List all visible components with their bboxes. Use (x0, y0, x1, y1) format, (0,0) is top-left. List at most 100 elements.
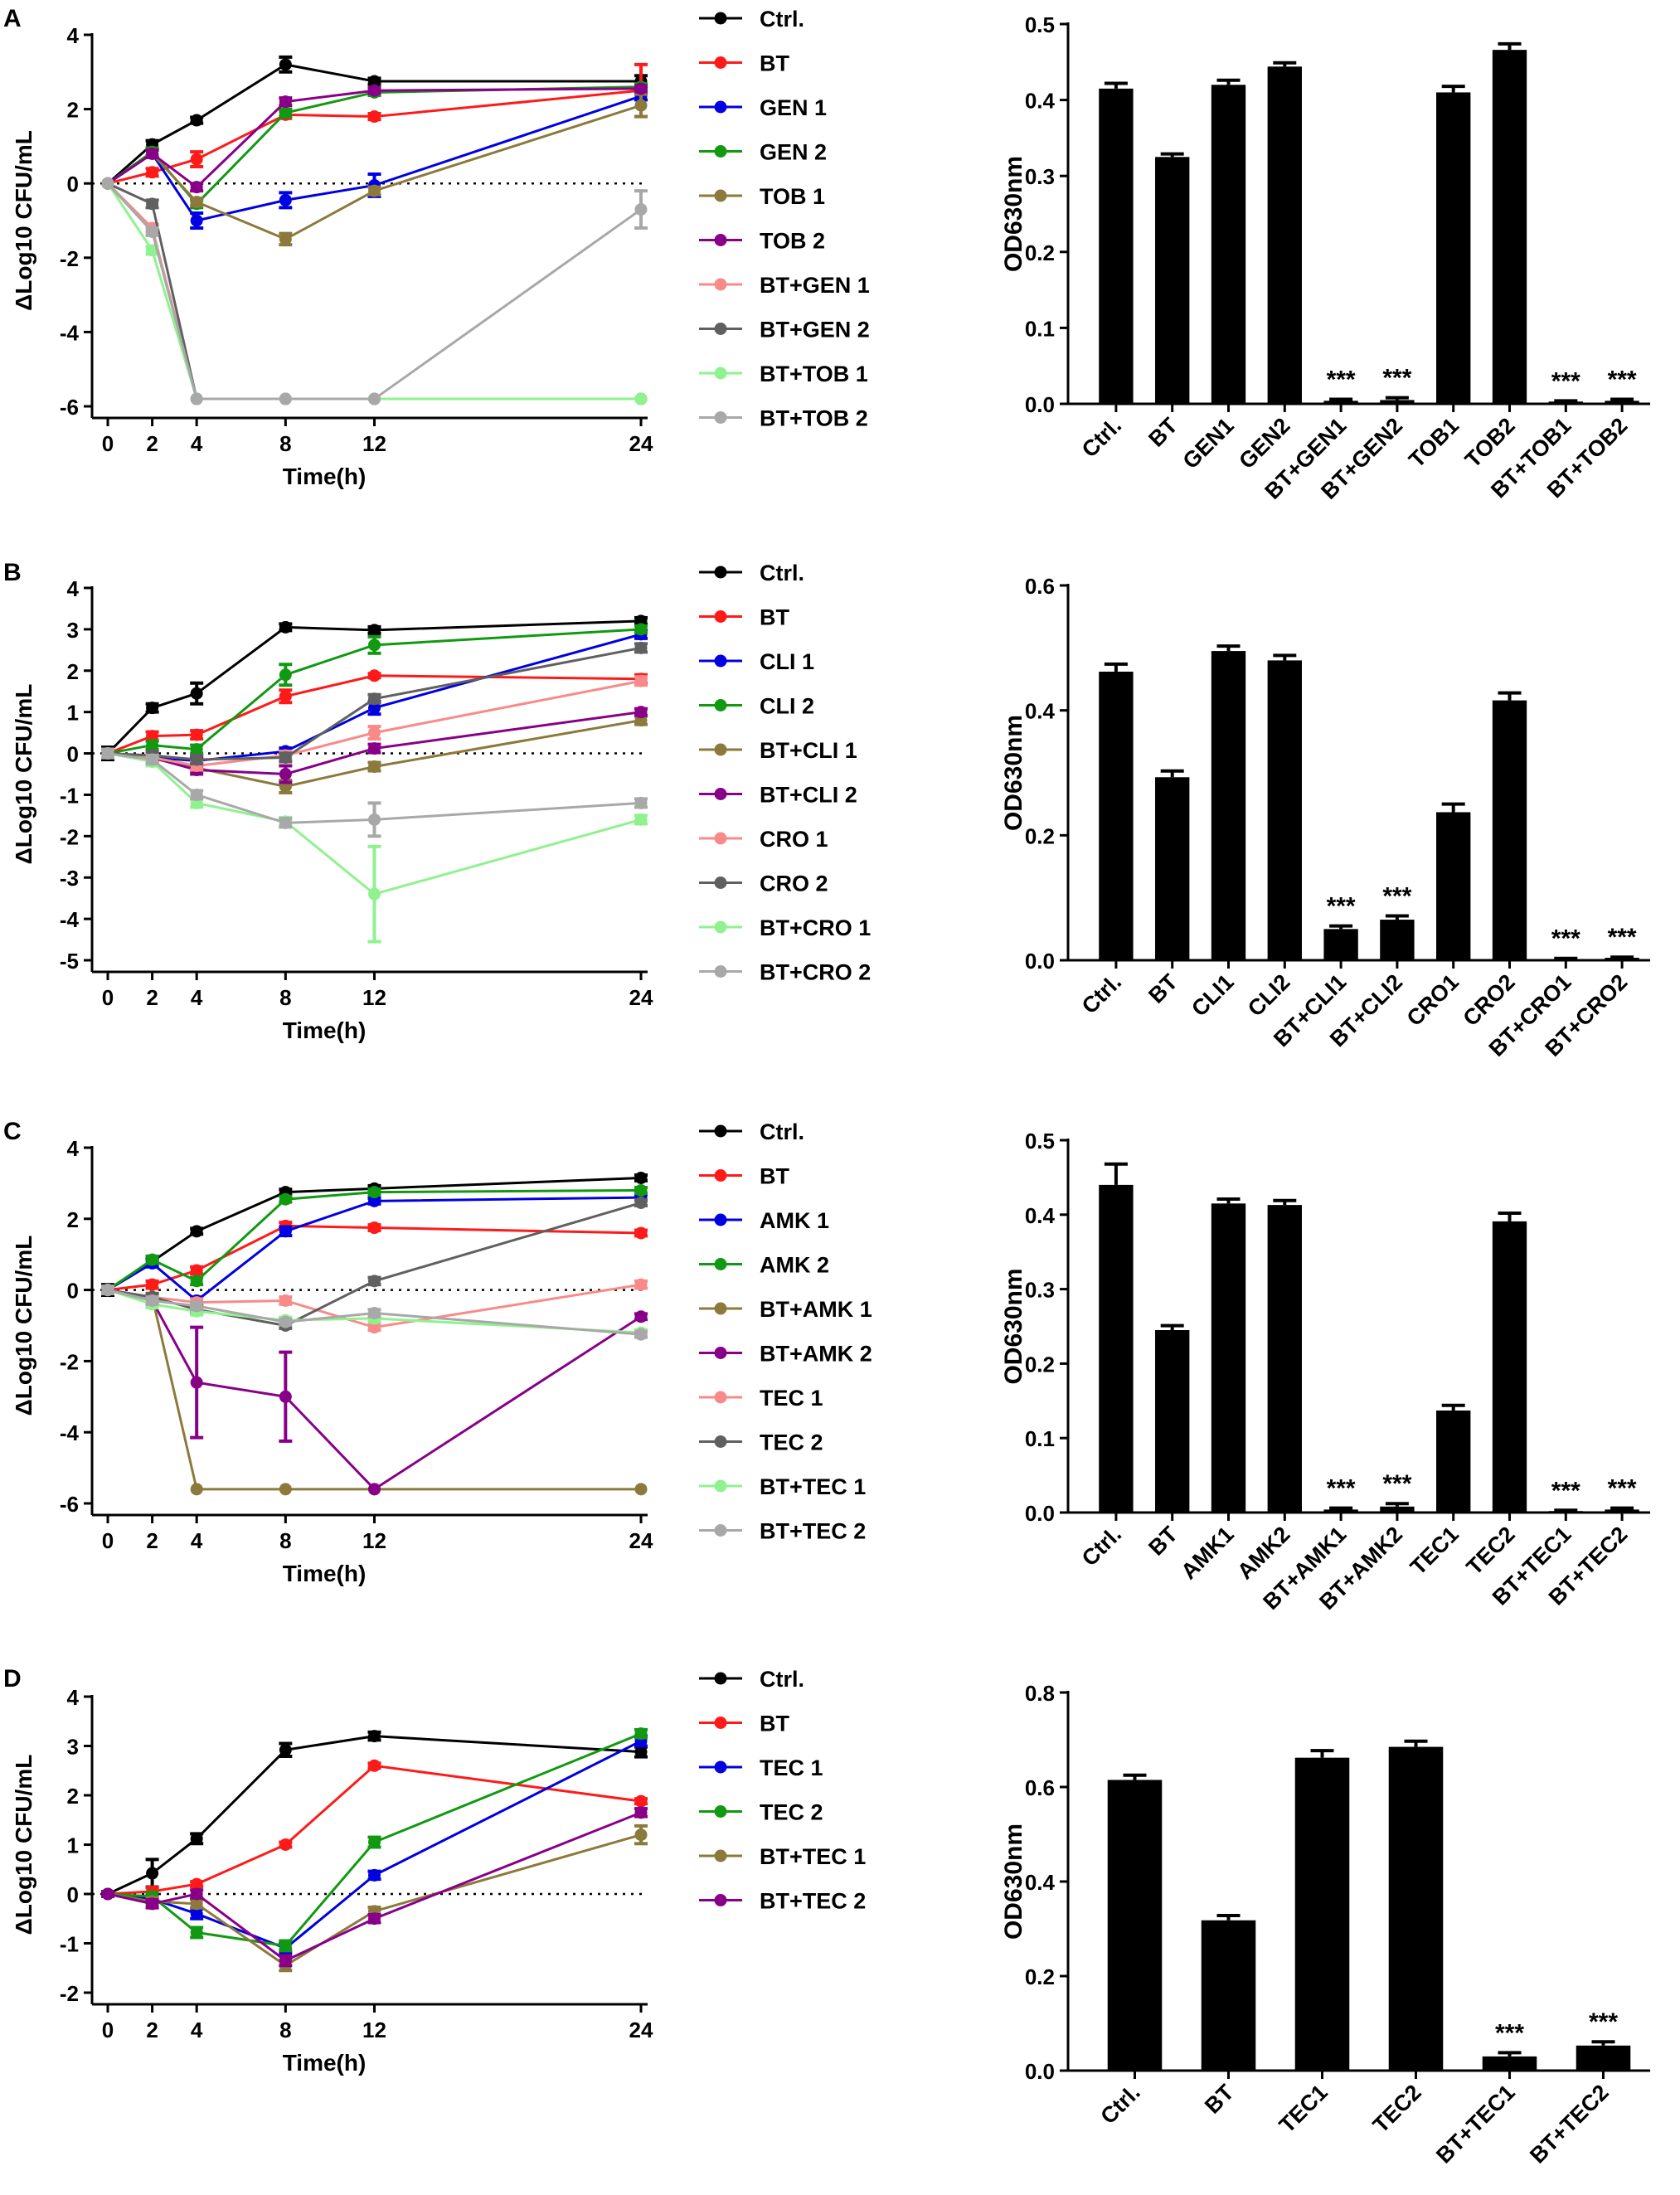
legend-swatch-marker (714, 1524, 727, 1537)
legend-label: TEC 2 (760, 1430, 823, 1455)
data-point (190, 753, 203, 766)
y-tick-label: -4 (60, 1420, 80, 1445)
legend-entry: TEC 1 (699, 1756, 823, 1780)
legend-swatch-marker (714, 654, 727, 668)
bar (1380, 400, 1415, 404)
data-point (368, 1221, 381, 1235)
legend-label: BT+AMK 1 (760, 1297, 872, 1322)
panel-letter: B (3, 559, 22, 586)
data-point (190, 392, 203, 405)
data-point (146, 225, 159, 238)
y-tick-label: 3 (67, 618, 79, 643)
data-point (368, 624, 381, 637)
series-line (107, 1740, 642, 1950)
y-tick-label: -1 (60, 783, 79, 808)
y-tick-label: 0.1 (1025, 316, 1055, 341)
data-point (368, 1730, 381, 1743)
data-point (279, 232, 292, 245)
bar (1211, 1203, 1246, 1513)
legend-swatch-marker (714, 566, 727, 579)
legend-entry: BT+TEC 2 (699, 1889, 866, 1914)
data-point (368, 669, 381, 682)
bar (1436, 812, 1471, 960)
series-line (107, 89, 642, 185)
y-axis-label: ΔLog10 CFU/mL (11, 684, 36, 865)
series-bt-tec-2 (101, 1806, 648, 1968)
y-axis-label: ΔLog10 CFU/mL (11, 130, 36, 311)
legend-swatch-marker (714, 610, 727, 623)
x-tick-label: 24 (629, 431, 653, 456)
category-label: BT (1200, 2080, 1239, 2119)
data-point (368, 1194, 381, 1207)
data-point (368, 692, 381, 706)
data-point (634, 82, 648, 95)
y-tick-label: 0.6 (1025, 1775, 1055, 1800)
y-tick-label: -1 (60, 1932, 79, 1957)
series-line (107, 1224, 642, 1292)
series-cro-2 (101, 641, 648, 766)
significance-label: *** (1495, 2019, 1524, 2047)
data-point (368, 742, 381, 755)
legend-label: BT (760, 605, 789, 630)
data-point (190, 1907, 203, 1921)
data-point (634, 1171, 648, 1184)
significance-label: *** (1608, 1475, 1637, 1503)
data-point (190, 1275, 203, 1288)
y-tick-label: 0 (67, 1882, 79, 1907)
y-tick-label: 0.6 (1025, 574, 1055, 599)
y-tick-label: 0 (67, 742, 79, 767)
legend-swatch-marker (714, 1302, 727, 1315)
y-tick-label: 2 (67, 1784, 79, 1809)
legend-label: BT+GEN 1 (760, 273, 870, 298)
legend-label: TEC 1 (760, 1756, 823, 1780)
legend-swatch-marker (714, 1760, 727, 1774)
legend-entry: BT+AMK 2 (699, 1342, 872, 1367)
legend-entry: GEN 1 (699, 95, 827, 120)
data-point (279, 1939, 292, 1952)
y-tick-label: 4 (67, 1685, 80, 1710)
legend-label: BT+AMK 2 (760, 1342, 872, 1367)
data-point (190, 1925, 203, 1939)
x-tick-label: 12 (362, 1528, 386, 1553)
bar (1099, 88, 1134, 405)
y-tick-label: 0.4 (1025, 699, 1056, 724)
legend-entry: BT+AMK 1 (699, 1297, 872, 1322)
series-bt-cro-1 (101, 747, 648, 944)
significance-label: *** (1551, 1477, 1580, 1504)
significance-label: *** (1382, 883, 1411, 911)
legend-swatch-marker (714, 12, 727, 25)
bar (1155, 1329, 1190, 1513)
data-point (368, 1186, 381, 1199)
legend-swatch-marker (714, 832, 727, 845)
bar (1436, 92, 1471, 404)
data-point (190, 1897, 203, 1911)
series-line (107, 1811, 642, 1963)
data-point (279, 1838, 292, 1851)
panel-letter: D (3, 1665, 22, 1692)
category-label: Ctrl. (1095, 2080, 1144, 2129)
series-line (107, 1735, 642, 1896)
legend-entry: BT (699, 51, 789, 76)
data-point (368, 1306, 381, 1319)
bar (1267, 66, 1302, 405)
series-line (107, 674, 642, 755)
data-point (279, 1225, 292, 1238)
legend-label: BT+CRO 1 (760, 915, 871, 940)
legend-swatch-marker (714, 1391, 727, 1404)
data-point (634, 1727, 648, 1741)
category-label: Ctrl. (1077, 969, 1126, 1018)
legend-swatch-marker (714, 367, 727, 380)
data-point (279, 95, 292, 109)
category-label: TEC2 (1368, 2080, 1426, 2138)
x-tick-label: 12 (362, 985, 386, 1010)
y-tick-label: -6 (60, 1492, 79, 1517)
x-axis-label: Time(h) (283, 464, 367, 489)
legend-entry: AMK 2 (699, 1253, 829, 1278)
series-line (107, 628, 642, 755)
significance-label: *** (1589, 2008, 1618, 2036)
x-tick-label: 4 (191, 431, 203, 456)
bar (1482, 2056, 1537, 2071)
data-point (634, 674, 648, 687)
bar (1605, 401, 1639, 404)
